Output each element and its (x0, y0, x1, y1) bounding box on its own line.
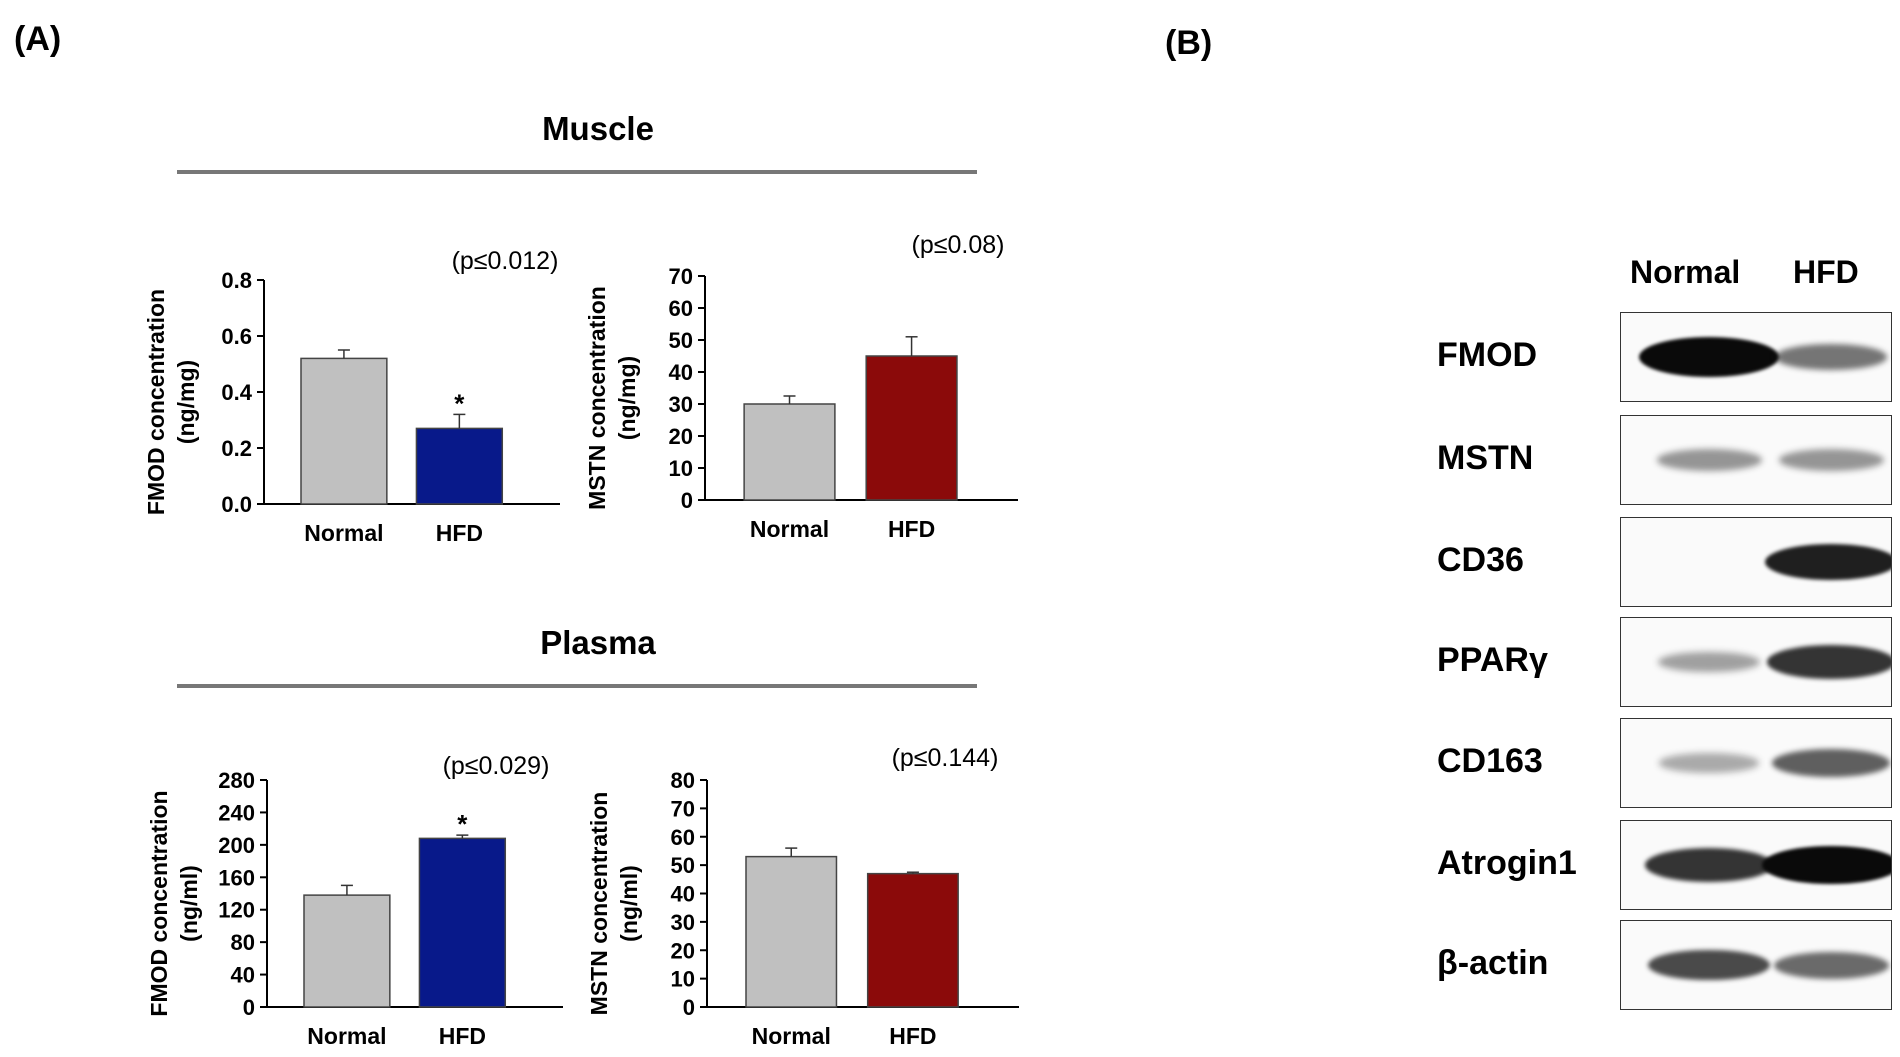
blot-row-label: CD36 (1437, 541, 1524, 579)
blot-band-hfd (1773, 951, 1889, 979)
p-value: (p≤0.029) (443, 752, 550, 780)
x-tick-label: HFD (436, 520, 483, 546)
y-tick-label: 40 (671, 882, 695, 907)
panel-label-b: (B) (1165, 24, 1212, 62)
blot-band-hfd (1774, 344, 1888, 370)
blot-lane-box (1620, 415, 1892, 505)
blot-band-normal (1645, 848, 1773, 882)
blot-band-hfd (1778, 449, 1884, 471)
y-tick-label: 50 (671, 853, 695, 878)
y-axis-unit: (ng/ml) (176, 865, 202, 942)
x-tick-label: Normal (752, 1023, 831, 1049)
blot-row-label: Atrogin1 (1437, 844, 1577, 882)
y-tick-label: 40 (231, 963, 255, 988)
blot-lane-box (1620, 517, 1892, 607)
y-axis-label: FMOD concentration (143, 289, 169, 515)
y-tick-label: 20 (671, 938, 695, 963)
y-tick-label: 10 (671, 967, 695, 992)
x-tick-label: HFD (888, 516, 935, 542)
y-tick-label: 70 (669, 264, 693, 289)
y-tick-label: 0 (681, 488, 693, 513)
y-tick-label: 10 (669, 456, 693, 481)
blot-row-label: FMOD (1437, 336, 1538, 374)
blot-lane-box (1620, 617, 1892, 707)
bar-hfd (865, 355, 958, 501)
y-tick-label: 30 (669, 392, 693, 417)
y-tick-label: 0.4 (221, 380, 252, 405)
chart-1: 0.0 0.2 0.4 0.6 0.8 Normal * HFD (p≤0.012) FMOD c… (143, 247, 560, 546)
blot-band-normal (1659, 753, 1759, 773)
y-axis-unit: (ng/ml) (616, 865, 642, 942)
chart-3: 0 40 80 120 160 200 240 280 Normal * HFD (p≤0.029) F… (146, 752, 563, 1049)
y-axis-label: FMOD concentration (146, 790, 172, 1016)
p-value: (p≤0.144) (892, 744, 999, 772)
y-axis-unit: (ng/mg) (614, 356, 640, 440)
y-tick-label: 200 (218, 833, 255, 858)
y-tick-label: 0.6 (221, 324, 252, 349)
y-tick-label: 70 (671, 796, 695, 821)
x-tick-label: HFD (439, 1023, 486, 1049)
blot-row-label: CD163 (1437, 742, 1543, 780)
blot-lane-box (1620, 820, 1892, 910)
y-tick-label: 40 (669, 360, 693, 385)
blot-lane-box (1620, 920, 1892, 1010)
bar-hfd (866, 872, 959, 1008)
blot-row-label: β-actin (1437, 944, 1549, 982)
y-tick-label: 60 (669, 296, 693, 321)
x-tick-label: Normal (750, 516, 829, 542)
bar-normal (743, 403, 836, 501)
x-tick-label: HFD (889, 1023, 936, 1049)
y-tick-label: 280 (218, 768, 255, 793)
bar-normal (300, 357, 388, 505)
blot-band-hfd (1772, 748, 1890, 778)
y-tick-label: 0.0 (221, 492, 252, 517)
section-title-muscle: Muscle (542, 110, 654, 147)
blot-band-normal (1657, 651, 1761, 673)
significance-marker: * (457, 809, 468, 839)
y-tick-label: 80 (671, 768, 695, 793)
blot-band-hfd (1767, 645, 1891, 679)
blot-band-normal (1647, 949, 1771, 981)
y-tick-label: 0 (243, 995, 255, 1020)
x-tick-label: Normal (307, 1023, 386, 1049)
x-tick-label: Normal (304, 520, 383, 546)
panel-label-a: (A) (14, 20, 61, 58)
y-tick-label: 50 (669, 328, 693, 353)
y-tick-label: 240 (218, 800, 255, 825)
blot-lane-box (1620, 718, 1892, 808)
blot-column-hfd: HFD (1793, 254, 1859, 290)
p-value: (p≤0.012) (452, 247, 559, 275)
y-tick-label: 60 (671, 825, 695, 850)
chart-4: 0 10 20 30 40 50 60 70 80 Normal HFD (p≤0.144) MSTN … (586, 744, 1019, 1049)
bar-hfd (418, 837, 507, 1008)
y-axis-label: MSTN concentration (586, 792, 612, 1016)
y-tick-label: 80 (231, 930, 255, 955)
blot-row-label: MSTN (1437, 439, 1534, 477)
y-tick-label: 120 (218, 898, 255, 923)
bar-normal (303, 894, 391, 1008)
blot-row-label: PPARγ (1437, 641, 1548, 679)
section-title-plasma: Plasma (540, 624, 656, 661)
y-axis-unit: (ng/mg) (173, 360, 199, 444)
bar-charts: 0.0 0.2 0.4 0.6 0.8 Normal * HFD (p≤0.012) FMOD c… (143, 231, 1019, 1049)
y-tick-label: 0.2 (221, 436, 252, 461)
bar-hfd (415, 427, 504, 505)
blot-lane-box (1620, 312, 1892, 402)
blot-band-normal (1656, 449, 1762, 471)
y-tick-label: 160 (218, 865, 255, 890)
significance-marker: * (454, 388, 465, 418)
blot-band-hfd (1762, 845, 1891, 885)
y-tick-label: 0 (683, 995, 695, 1020)
y-tick-label: 0.8 (221, 268, 252, 293)
blot-band-normal (1639, 337, 1779, 377)
p-value: (p≤0.08) (912, 231, 1005, 259)
y-tick-label: 30 (671, 910, 695, 935)
bar-normal (745, 855, 838, 1008)
chart-2: 0 10 20 30 40 50 60 70 Normal HFD (p≤0.08) MSTN con… (584, 231, 1018, 542)
y-tick-label: 20 (669, 424, 693, 449)
blot-band-hfd (1764, 543, 1891, 581)
y-axis-label: MSTN concentration (584, 286, 610, 510)
blot-column-normal: Normal (1630, 254, 1741, 290)
